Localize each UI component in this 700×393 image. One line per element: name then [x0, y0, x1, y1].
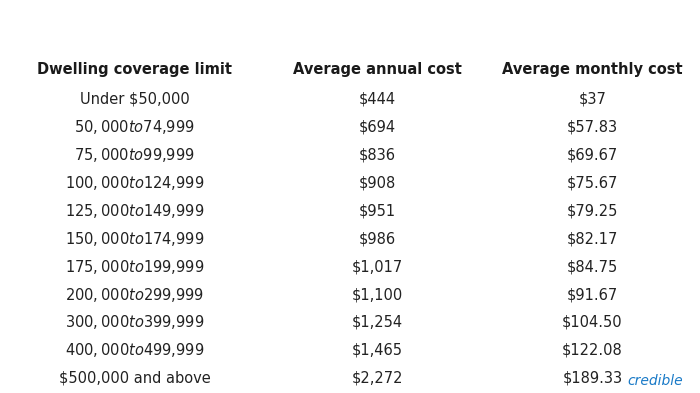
Text: $2,272: $2,272 [351, 371, 403, 386]
Text: $400,000 to $499,999: $400,000 to $499,999 [65, 342, 204, 359]
Text: Average monthly cost: Average monthly cost [502, 62, 683, 77]
Text: $100,000 to $124,999: $100,000 to $124,999 [65, 174, 204, 192]
Text: Average cost of homeowners insurance by coverage amount: Average cost of homeowners insurance by … [30, 17, 670, 36]
Text: $1,100: $1,100 [351, 287, 403, 302]
Text: $69.67: $69.67 [567, 147, 618, 163]
Text: $951: $951 [358, 203, 396, 219]
Text: $300,000 to $399,999: $300,000 to $399,999 [65, 314, 204, 331]
Text: $125,000 to $149,999: $125,000 to $149,999 [65, 202, 204, 220]
Text: $175,000 to $199,999: $175,000 to $199,999 [65, 258, 204, 275]
Text: $122.08: $122.08 [562, 343, 623, 358]
Text: $908: $908 [358, 175, 396, 191]
Text: $104.50: $104.50 [562, 315, 623, 330]
Text: $91.67: $91.67 [567, 287, 618, 302]
Text: $200,000 to $299,999: $200,000 to $299,999 [65, 286, 204, 303]
Text: $189.33: $189.33 [563, 371, 622, 386]
Text: $694: $694 [358, 119, 396, 135]
Text: $82.17: $82.17 [567, 231, 618, 246]
Text: $500,000 and above: $500,000 and above [59, 371, 211, 386]
Text: $836: $836 [359, 147, 396, 163]
Text: $79.25: $79.25 [567, 203, 618, 219]
Text: $84.75: $84.75 [567, 259, 618, 274]
Text: $1,465: $1,465 [352, 343, 402, 358]
Text: $57.83: $57.83 [567, 119, 618, 135]
Text: Under $50,000: Under $50,000 [80, 92, 190, 107]
Text: $1,254: $1,254 [351, 315, 403, 330]
Text: Average annual cost: Average annual cost [293, 62, 462, 77]
Text: $986: $986 [358, 231, 396, 246]
Text: $75.67: $75.67 [567, 175, 618, 191]
Text: $37: $37 [579, 92, 606, 107]
Text: $75,000 to $99,999: $75,000 to $99,999 [74, 146, 195, 164]
Text: $50,000 to $74,999: $50,000 to $74,999 [74, 118, 195, 136]
Text: $444: $444 [358, 92, 396, 107]
Text: credible: credible [627, 374, 682, 388]
Text: Dwelling coverage limit: Dwelling coverage limit [37, 62, 232, 77]
Text: $150,000 to $174,999: $150,000 to $174,999 [65, 230, 204, 248]
Text: $1,017: $1,017 [351, 259, 403, 274]
